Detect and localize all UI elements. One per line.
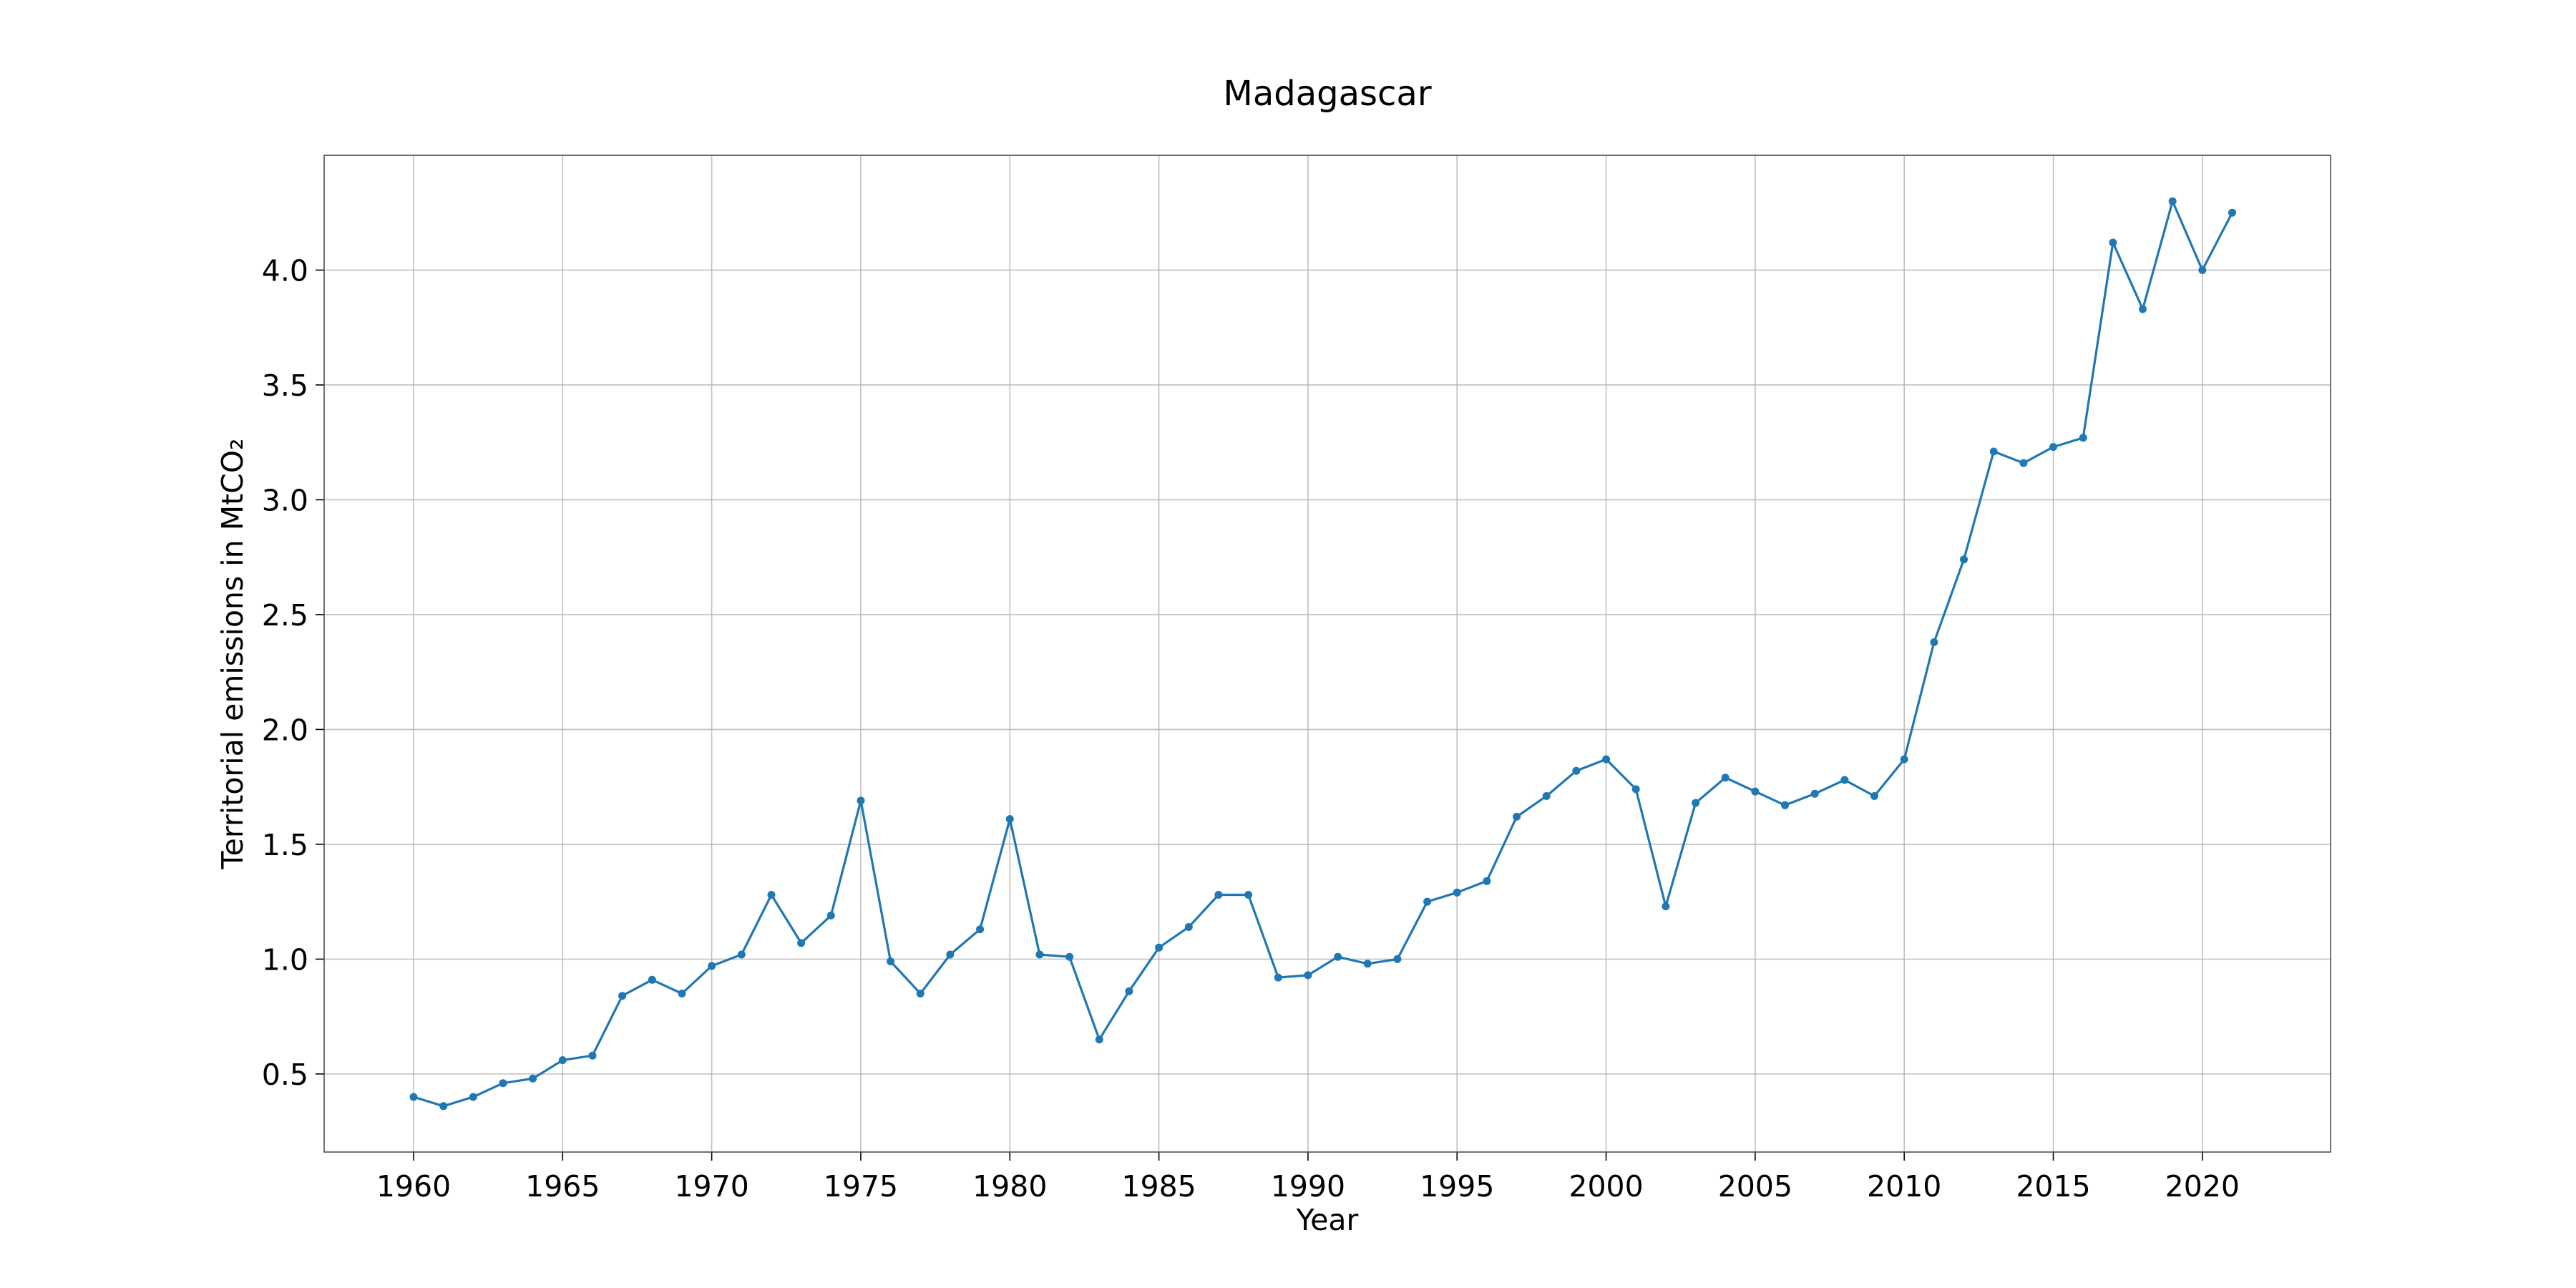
data-point [1274, 973, 1282, 982]
y-tick-label: 0.5 [262, 1058, 308, 1092]
data-point [1393, 955, 1402, 963]
data-point [2168, 197, 2177, 205]
y-axis-label: Territorial emissions in MtCO₂ [215, 439, 250, 870]
data-point [2139, 305, 2147, 313]
data-point [1155, 943, 1163, 952]
x-tick-label: 1995 [1420, 1169, 1494, 1204]
data-point [1304, 971, 1312, 980]
data-point [558, 1056, 567, 1065]
data-point [1363, 960, 1372, 968]
data-point [499, 1079, 507, 1088]
data-point [2228, 208, 2236, 217]
y-tick-label: 3.5 [262, 369, 308, 403]
x-tick-label: 2000 [1568, 1169, 1643, 1204]
x-tick-label: 1985 [1121, 1169, 1196, 1204]
x-tick-label: 2020 [2165, 1169, 2240, 1204]
x-axis-label: Year [1296, 1203, 1359, 1237]
x-tick-label: 1960 [376, 1169, 451, 1204]
data-point [1214, 891, 1223, 899]
data-point [708, 962, 716, 970]
data-point [1005, 815, 1014, 824]
grid [324, 155, 2331, 1152]
data-point [857, 796, 865, 805]
y-tick-label: 1.0 [262, 942, 308, 977]
data-point [1453, 888, 1461, 897]
y-tick-label: 2.0 [262, 713, 308, 747]
data-point [2198, 266, 2207, 274]
data-point [1423, 897, 1432, 906]
data-point [1602, 755, 1611, 763]
x-tick-label: 1975 [824, 1169, 898, 1204]
y-tick-label: 3.0 [262, 483, 308, 517]
data-point [1334, 952, 1342, 961]
data-point [2109, 238, 2117, 247]
data-point [1960, 555, 1968, 564]
data-point [409, 1093, 418, 1101]
data-point [1721, 774, 1729, 782]
data-point [976, 925, 985, 934]
plot-area-frame [323, 155, 2331, 1153]
data-point [1483, 877, 1491, 885]
x-tick-label: 2005 [1718, 1169, 1792, 1204]
data-point [737, 950, 746, 959]
data-point [1989, 447, 1998, 456]
data-point [916, 990, 924, 997]
data-point [767, 891, 776, 899]
data-point [1513, 812, 1521, 821]
data-point [1900, 755, 1908, 763]
y-tick-label: 2.5 [262, 598, 308, 633]
data-point [618, 992, 627, 1000]
data-point [797, 939, 806, 947]
data-point [2019, 459, 2028, 467]
y-tick-label: 1.5 [262, 828, 308, 862]
data-point [1095, 1035, 1103, 1044]
series-emissions [409, 197, 2236, 1111]
data-point [887, 957, 895, 966]
data-point [1751, 787, 1760, 796]
x-tick-label: 2015 [2016, 1169, 2090, 1204]
y-tick-label: 4.0 [262, 253, 308, 288]
x-tick-label: 1980 [972, 1169, 1047, 1204]
x-tick-label: 2010 [1867, 1169, 1941, 1204]
data-point [946, 950, 955, 959]
data-point [1125, 987, 1133, 995]
data-point [1930, 638, 1938, 646]
data-point [648, 975, 656, 984]
data-point [2049, 443, 2057, 452]
data-point [1840, 776, 1849, 784]
data-point [1870, 792, 1878, 800]
data-point [1662, 902, 1670, 911]
data-point [1542, 792, 1551, 800]
x-tick-label: 1990 [1271, 1169, 1345, 1204]
data-point [1184, 923, 1193, 931]
axis-ticks: 1960 1965 1970 1975 1980 1985 1990 1995 2000 2005… [262, 253, 2240, 1204]
data-point [1572, 766, 1581, 775]
data-point [678, 990, 686, 997]
data-point [1065, 952, 1074, 961]
data-point [1692, 799, 1700, 807]
data-point [439, 1102, 448, 1111]
data-point [1810, 789, 1819, 798]
data-point [1781, 801, 1789, 809]
data-point [469, 1093, 477, 1101]
data-point [588, 1051, 597, 1060]
data-point [529, 1074, 537, 1083]
chart-title: Madagascar [1223, 74, 1431, 114]
data-point [1631, 785, 1640, 794]
data-point [1035, 950, 1044, 959]
data-point [2079, 434, 2087, 442]
data-point [1244, 891, 1253, 899]
x-tick-label: 1965 [525, 1169, 600, 1204]
series-line [413, 200, 2233, 1108]
data-point [826, 911, 835, 919]
x-tick-label: 1970 [674, 1169, 748, 1204]
